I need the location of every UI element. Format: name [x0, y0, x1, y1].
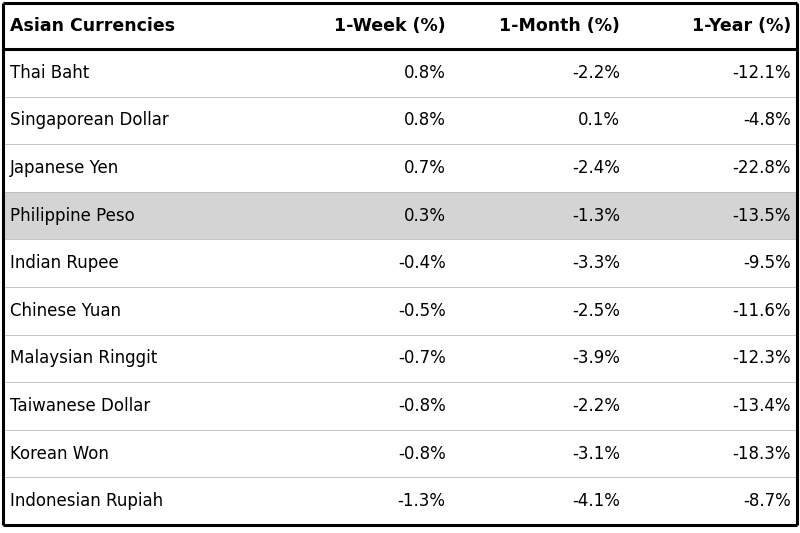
- Text: 0.8%: 0.8%: [404, 111, 446, 130]
- Text: -12.1%: -12.1%: [732, 64, 791, 82]
- Bar: [3, 287, 797, 335]
- Text: -9.5%: -9.5%: [743, 254, 791, 272]
- Text: Taiwanese Dollar: Taiwanese Dollar: [10, 397, 150, 415]
- Bar: [3, 144, 797, 192]
- Text: Chinese Yuan: Chinese Yuan: [10, 302, 121, 320]
- Text: Asian Currencies: Asian Currencies: [10, 17, 175, 35]
- Text: -4.8%: -4.8%: [743, 111, 791, 130]
- Text: -12.3%: -12.3%: [732, 350, 791, 367]
- Bar: [3, 382, 797, 430]
- Text: -0.5%: -0.5%: [398, 302, 446, 320]
- Text: 0.8%: 0.8%: [404, 64, 446, 82]
- Text: -4.1%: -4.1%: [573, 492, 620, 510]
- Text: 0.1%: 0.1%: [578, 111, 620, 130]
- Text: -13.4%: -13.4%: [733, 397, 791, 415]
- Text: -13.5%: -13.5%: [733, 207, 791, 224]
- Bar: [3, 335, 797, 382]
- Text: -2.2%: -2.2%: [572, 64, 620, 82]
- Text: 0.3%: 0.3%: [404, 207, 446, 224]
- Bar: [3, 430, 797, 478]
- Text: -2.5%: -2.5%: [573, 302, 620, 320]
- Bar: [3, 478, 797, 525]
- Bar: [3, 192, 797, 239]
- Text: -0.8%: -0.8%: [398, 397, 446, 415]
- Text: -8.7%: -8.7%: [743, 492, 791, 510]
- Text: Japanese Yen: Japanese Yen: [10, 159, 119, 177]
- Bar: [3, 49, 797, 96]
- Bar: [3, 96, 797, 144]
- Text: Thai Baht: Thai Baht: [10, 64, 90, 82]
- Text: -22.8%: -22.8%: [733, 159, 791, 177]
- Text: Korean Won: Korean Won: [10, 445, 109, 463]
- Text: 0.7%: 0.7%: [404, 159, 446, 177]
- Bar: [3, 239, 797, 287]
- Text: Singaporean Dollar: Singaporean Dollar: [10, 111, 169, 130]
- Text: -2.2%: -2.2%: [572, 397, 620, 415]
- Text: 1-Year (%): 1-Year (%): [692, 17, 791, 35]
- Text: -3.3%: -3.3%: [572, 254, 620, 272]
- Text: 1-Month (%): 1-Month (%): [499, 17, 620, 35]
- Text: 1-Week (%): 1-Week (%): [334, 17, 446, 35]
- Text: -2.4%: -2.4%: [573, 159, 620, 177]
- Text: Indonesian Rupiah: Indonesian Rupiah: [10, 492, 163, 510]
- Text: -3.1%: -3.1%: [572, 445, 620, 463]
- Text: -0.8%: -0.8%: [398, 445, 446, 463]
- Bar: [3, 3, 797, 49]
- Text: Indian Rupee: Indian Rupee: [10, 254, 118, 272]
- Text: Philippine Peso: Philippine Peso: [10, 207, 134, 224]
- Text: -18.3%: -18.3%: [733, 445, 791, 463]
- Text: -1.3%: -1.3%: [572, 207, 620, 224]
- Text: -1.3%: -1.3%: [398, 492, 446, 510]
- Text: -0.7%: -0.7%: [398, 350, 446, 367]
- Text: -3.9%: -3.9%: [573, 350, 620, 367]
- Text: Malaysian Ringgit: Malaysian Ringgit: [10, 350, 158, 367]
- Text: -11.6%: -11.6%: [733, 302, 791, 320]
- Text: -0.4%: -0.4%: [398, 254, 446, 272]
